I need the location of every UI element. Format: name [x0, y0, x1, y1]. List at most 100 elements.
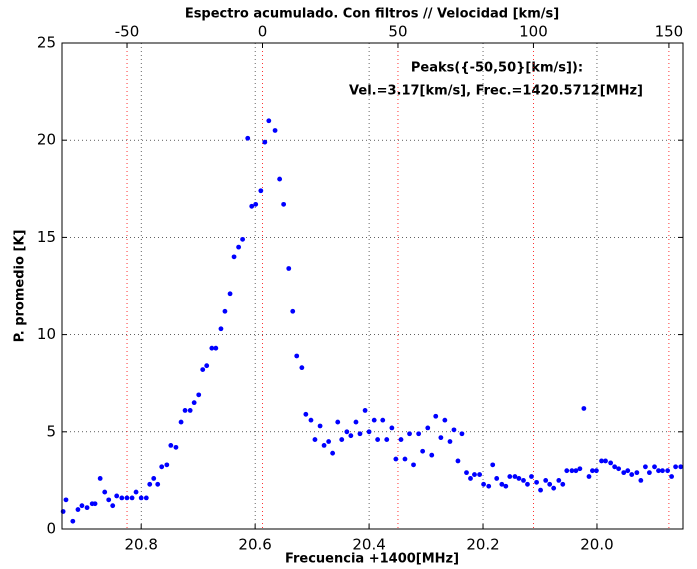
point — [272, 128, 278, 133]
point — [384, 437, 390, 442]
point — [266, 118, 272, 124]
point — [371, 417, 377, 423]
x-tick-label: 20.8 — [124, 536, 157, 554]
point — [534, 479, 539, 485]
point — [335, 419, 341, 425]
y-axis-label: P. promedio [K] — [13, 230, 28, 343]
point — [621, 470, 627, 476]
point — [245, 135, 251, 141]
point — [294, 353, 300, 359]
point — [200, 367, 206, 372]
point — [222, 308, 228, 314]
point — [119, 495, 125, 501]
point — [213, 345, 219, 351]
point — [573, 468, 579, 474]
point — [634, 470, 640, 476]
point — [317, 423, 323, 429]
point — [586, 474, 592, 479]
point — [326, 439, 332, 444]
point — [303, 411, 309, 417]
point — [249, 203, 255, 209]
annotation: Vel.=3.17[km/s], Frec.=1420.5712[MHz] — [349, 84, 643, 99]
point — [673, 464, 678, 470]
point — [447, 439, 453, 444]
y-tick-label: 20 — [37, 131, 56, 149]
point — [420, 448, 426, 454]
point — [603, 458, 608, 464]
point — [564, 468, 570, 474]
point — [124, 495, 130, 501]
point — [389, 425, 395, 431]
point — [464, 470, 469, 476]
point — [114, 493, 120, 499]
point — [660, 468, 665, 474]
point — [451, 427, 457, 433]
point — [102, 489, 108, 495]
point — [75, 507, 81, 512]
point — [159, 464, 165, 470]
point — [312, 437, 318, 442]
point — [147, 481, 153, 487]
point — [669, 474, 675, 479]
x2-tick-label: 150 — [655, 23, 684, 41]
x-tick-label: 20.4 — [352, 536, 385, 554]
point — [516, 476, 522, 481]
point — [308, 417, 314, 423]
point — [60, 509, 66, 514]
point — [416, 431, 422, 437]
point — [638, 478, 644, 483]
x2-tick-label: 0 — [258, 23, 268, 41]
point — [629, 472, 635, 477]
x-tick-label: 20.2 — [466, 536, 499, 554]
point — [678, 464, 684, 470]
point — [106, 497, 112, 503]
point — [625, 468, 631, 474]
y-tick-label: 10 — [37, 325, 56, 343]
point — [393, 456, 399, 462]
point — [551, 485, 557, 491]
point — [253, 201, 259, 207]
point — [490, 462, 496, 468]
point — [97, 476, 103, 481]
y-tick-label: 5 — [46, 422, 56, 440]
point — [204, 363, 210, 369]
point — [133, 489, 139, 495]
point — [525, 481, 530, 487]
point — [63, 497, 69, 503]
point — [433, 413, 439, 419]
point — [286, 266, 292, 271]
point — [92, 501, 98, 507]
point — [425, 425, 431, 431]
point — [344, 429, 350, 435]
point — [646, 470, 652, 476]
point — [79, 503, 85, 509]
point — [665, 468, 671, 474]
point — [512, 474, 518, 479]
point — [599, 458, 604, 464]
chart-title: Espectro acumulado. Con filtros // Veloc… — [185, 7, 559, 22]
point — [468, 476, 473, 481]
point — [494, 476, 500, 481]
x-tick-label: 20.0 — [580, 536, 613, 554]
point — [196, 392, 202, 398]
point — [262, 139, 268, 145]
point — [521, 478, 526, 483]
point — [375, 437, 381, 442]
point — [398, 437, 404, 442]
point — [569, 468, 575, 474]
y-tick-label: 25 — [37, 34, 56, 52]
point — [357, 431, 363, 437]
point — [277, 176, 283, 182]
point — [164, 462, 170, 468]
point — [366, 429, 372, 435]
point — [407, 431, 412, 437]
point — [556, 478, 562, 483]
x2-tick-label: 50 — [388, 23, 407, 41]
point — [143, 495, 149, 501]
point — [590, 468, 595, 474]
point — [155, 481, 161, 487]
annotation: Peaks({-50,50}[km/s]): — [411, 61, 583, 76]
point — [168, 443, 174, 448]
